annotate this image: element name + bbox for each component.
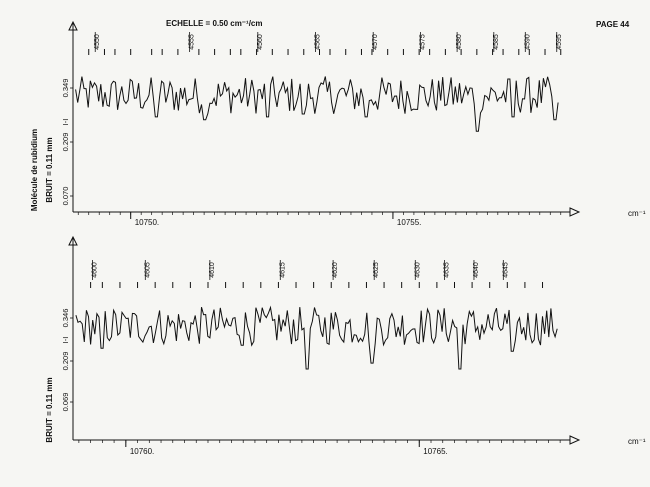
page-number: PAGE 44 xyxy=(596,20,630,29)
line-number-label: 4590 xyxy=(524,34,531,50)
spectrum-trace xyxy=(75,305,558,370)
x-tick-label: 10750. xyxy=(135,218,159,227)
spectrum-trace xyxy=(75,76,559,132)
noise-label: BRUIT = 0.11 mm xyxy=(45,377,54,442)
y-tick-label: 0.069 xyxy=(61,393,70,412)
line-number-label: 4645 xyxy=(502,262,509,278)
noise-label: BRUIT = 0.11 mm xyxy=(45,137,54,202)
line-number-label: 4555 xyxy=(189,34,196,50)
x-axis-arrow xyxy=(569,435,581,445)
y-axis-arrow xyxy=(68,20,78,31)
x-tick-label: 10765. xyxy=(423,447,447,456)
line-number-label: 4625 xyxy=(373,262,380,278)
line-number-label: 4605 xyxy=(144,262,151,278)
line-number-label: 4550 xyxy=(94,34,101,50)
x-unit-label: cm⁻¹ xyxy=(628,437,646,446)
x-unit-label: cm⁻¹ xyxy=(628,209,646,218)
page-header: ECHELLE = 0.50 cm⁻¹/cm PAGE 44 xyxy=(166,19,630,29)
line-number-label: 4560 xyxy=(257,34,264,50)
y-tick-label: 0.209 xyxy=(61,352,70,371)
x-axis-arrow xyxy=(569,207,581,217)
scale-marker: I-I xyxy=(61,119,70,126)
line-number-label: 4640 xyxy=(473,262,480,278)
line-number-label: 4565 xyxy=(315,34,322,50)
chart-panel-bottom: 10760. 10765. cm⁻¹ 0.069 0.209 0.346 I-I BRUIT … xyxy=(45,235,646,456)
line-number-label: 4630 xyxy=(414,262,421,278)
line-number-label: 4610 xyxy=(209,262,216,278)
line-number-label: 4585 xyxy=(493,34,500,50)
y-axis-label: Molécule de rubidium xyxy=(30,129,39,211)
line-number-label: 4600 xyxy=(91,262,98,278)
scale-marker: I-I xyxy=(61,337,70,344)
line-number-label: 4570 xyxy=(372,34,379,50)
line-number-label: 4615 xyxy=(279,262,286,278)
line-number-label: 4580 xyxy=(456,34,463,50)
y-axis-arrow xyxy=(68,235,78,246)
x-tick-label: 10755. xyxy=(397,218,421,227)
chart-panel-top: 10750. 10755. cm⁻¹ 0.070 0.209 0.349 I-I Molécu… xyxy=(30,20,646,227)
line-number-label: 4575 xyxy=(419,34,426,50)
line-number-label: 4635 xyxy=(444,262,451,278)
x-tick-label: 10760. xyxy=(130,447,154,456)
y-tick-label: 0.349 xyxy=(61,79,70,98)
scale-label: ECHELLE = 0.50 cm⁻¹/cm xyxy=(166,19,262,28)
line-number-label: 4595 xyxy=(556,34,563,50)
y-tick-label: 0.070 xyxy=(61,187,70,206)
y-tick-label: 0.209 xyxy=(61,133,70,152)
y-tick-label: 0.346 xyxy=(61,309,70,328)
line-number-label: 4620 xyxy=(332,262,339,278)
